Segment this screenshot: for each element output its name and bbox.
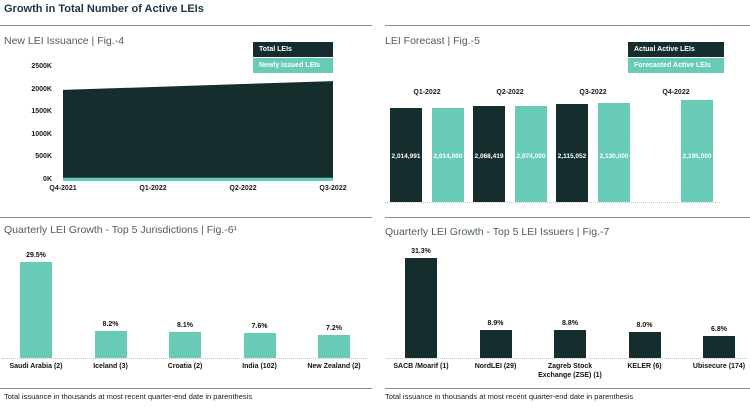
chart-title-fig4: New LEI Issuance | Fig.-4 [4,35,125,47]
value-label-new-zealand-2: 7.2% [326,324,342,332]
bar-ubisecure-174 [703,336,735,358]
x-label-q3-2022: Q3-2022 [319,185,347,192]
category-label-keler-6: KELER (6) [627,363,662,370]
legend-fig4: Total LEIs Newly Issued LEIs [253,42,333,74]
category-label-sacb-moarif-1: SACB /Moarif (1) [393,363,449,370]
divider-top-left [0,25,372,26]
category-label-zagreb-stock-exchange-zse-1: Zagreb Stock Exchange (ZSE) (1) [538,363,602,380]
baseline-fig5 [385,202,720,203]
y-tick-0k: 0K [43,176,52,183]
panel-top5-jurisdictions: Quarterly LEI Growth - Top 5 Jurisdictio… [0,218,372,407]
value-label-iceland-3: 8.2% [102,321,119,329]
bar-q3-2022-actual-active-leis: 2,115,052 [556,103,588,202]
category-label-new-zealand-2: New Zealand (2) [307,363,361,370]
category-label-q2-2022: Q2-2022 [496,89,524,96]
value-label-nordlei-29: 8.9% [487,319,504,327]
footnote-fig6: Total issuance in thousands at most rece… [4,392,253,401]
panel-top5-issuers: Quarterly LEI Growth - Top 5 LEI Issuers… [385,218,750,407]
bar-q2-2022-actual-active-leis: 2,068,419 [473,105,505,202]
legend-item-forecasted-active-leis: Forecasted Active LEIs [628,58,724,73]
category-label-saudi-arabia-2: Saudi Arabia (2) [9,363,63,370]
bar-value-label: 2,130,000 [599,152,629,160]
value-label-zagreb-stock-exchange-zse-1: 8.8% [562,319,578,327]
bar-value-label: 2,014,000 [433,152,463,160]
total-leis-area [63,81,333,181]
legend-item-newly-issued-leis: Newly Issued LEIs [253,58,333,73]
x-label-q4-2021: Q4-2021 [49,185,77,192]
divider-mid-right [385,217,750,218]
bar-iceland-3 [94,331,127,358]
newly-issued-leis-area [63,177,333,181]
bar-q2-2022-forecasted-active-leis: 2,074,000 [515,105,547,202]
chart-title-fig7: Quarterly LEI Growth - Top 5 LEI Issuers… [385,226,610,238]
bar-new-zealand-2 [318,334,350,358]
y-axis-fig4: 0K 500K 1000K 1500K 2000K 2500K [0,27,55,217]
category-label-q3-2022: Q3-2022 [579,89,607,96]
bar-value-label: 2,074,000 [516,152,546,160]
divider-top-right [385,25,750,26]
category-label-india-102: India (102) [242,363,277,370]
bar-value-label: 2,068,419 [474,152,504,160]
value-label-saudi-arabia-2: 29.5% [26,252,46,259]
y-tick-500k: 500K [35,153,52,161]
bar-keler-6 [628,332,661,358]
bar-saudi-arabia-2 [20,262,52,358]
category-label-nordlei-29: NordLEI (29) [474,363,517,370]
baseline-fig6 [2,358,368,359]
bar-india-102 [243,333,276,358]
category-label-iceland-3: Iceland (3) [93,363,128,370]
bar-croatia-2 [169,331,201,358]
x-label-q2-2022: Q2-2022 [229,185,257,192]
value-label-ubisecure-174: 6.8% [711,326,727,334]
y-tick-1000k: 1000K [31,130,52,138]
bar-sacb-moarif-1 [405,258,437,358]
baseline-fig7 [387,358,747,359]
y-tick-1500k: 1500K [31,108,52,116]
page-title: Growth in Total Number of Active LEIs [4,3,204,15]
footnote-rule-fig7 [385,388,750,389]
chart-title-fig6: Quarterly LEI Growth - Top 5 Jurisdictio… [4,224,238,236]
value-label-croatia-2: 8.1% [177,321,193,329]
legend-fig5: Actual Active LEIs Forecasted Active LEIs [628,42,724,74]
bar-q1-2022-actual-active-leis: 2,014,991 [390,108,422,202]
panel-new-lei-issuance: New LEI Issuance | Fig.-4 Total LEIs Newl… [0,27,372,217]
y-tick-2000k: 2000K [31,85,52,93]
bar-zagreb-stock-exchange-zse-1 [554,329,586,358]
value-label-keler-6: 8.0% [636,322,653,330]
category-label-q4-2022: Q4-2022 [662,89,690,96]
bar-q4-2022-forecasted-active-leis: 2,195,000 [681,100,713,202]
bar-value-label: 2,115,052 [557,152,587,160]
bar-q3-2022-forecasted-active-leis: 2,130,000 [598,103,630,202]
panel-lei-forecast: LEI Forecast | Fig.-5 Actual Active LEIs… [385,27,750,217]
category-label-q1-2022: Q1-2022 [413,89,441,96]
x-label-q1-2022: Q1-2022 [139,185,167,192]
value-label-sacb-moarif-1: 31.3% [411,248,431,255]
bar-value-label: 2,014,991 [391,152,421,160]
chart-title-fig5: LEI Forecast | Fig.-5 [385,35,480,47]
bar-nordlei-29 [479,329,512,358]
bar-value-label: 2,195,000 [682,153,712,160]
value-label-india-102: 7.6% [251,323,268,331]
legend-item-total-leis: Total LEIs [253,42,333,57]
footnote-fig7: Total issuance in thousands at most rece… [385,392,634,401]
divider-mid-left [0,217,372,218]
legend-item-actual-active-leis: Actual Active LEIs [628,42,724,57]
area-chart-fig4 [63,81,333,181]
footnote-rule-fig6 [0,388,372,389]
category-label-ubisecure-174: Ubisecure (174) [692,363,746,370]
y-tick-2500k: 2500K [31,63,52,70]
bar-q1-2022-forecasted-active-leis: 2,014,000 [432,108,464,202]
category-label-croatia-2: Croatia (2) [167,363,203,370]
